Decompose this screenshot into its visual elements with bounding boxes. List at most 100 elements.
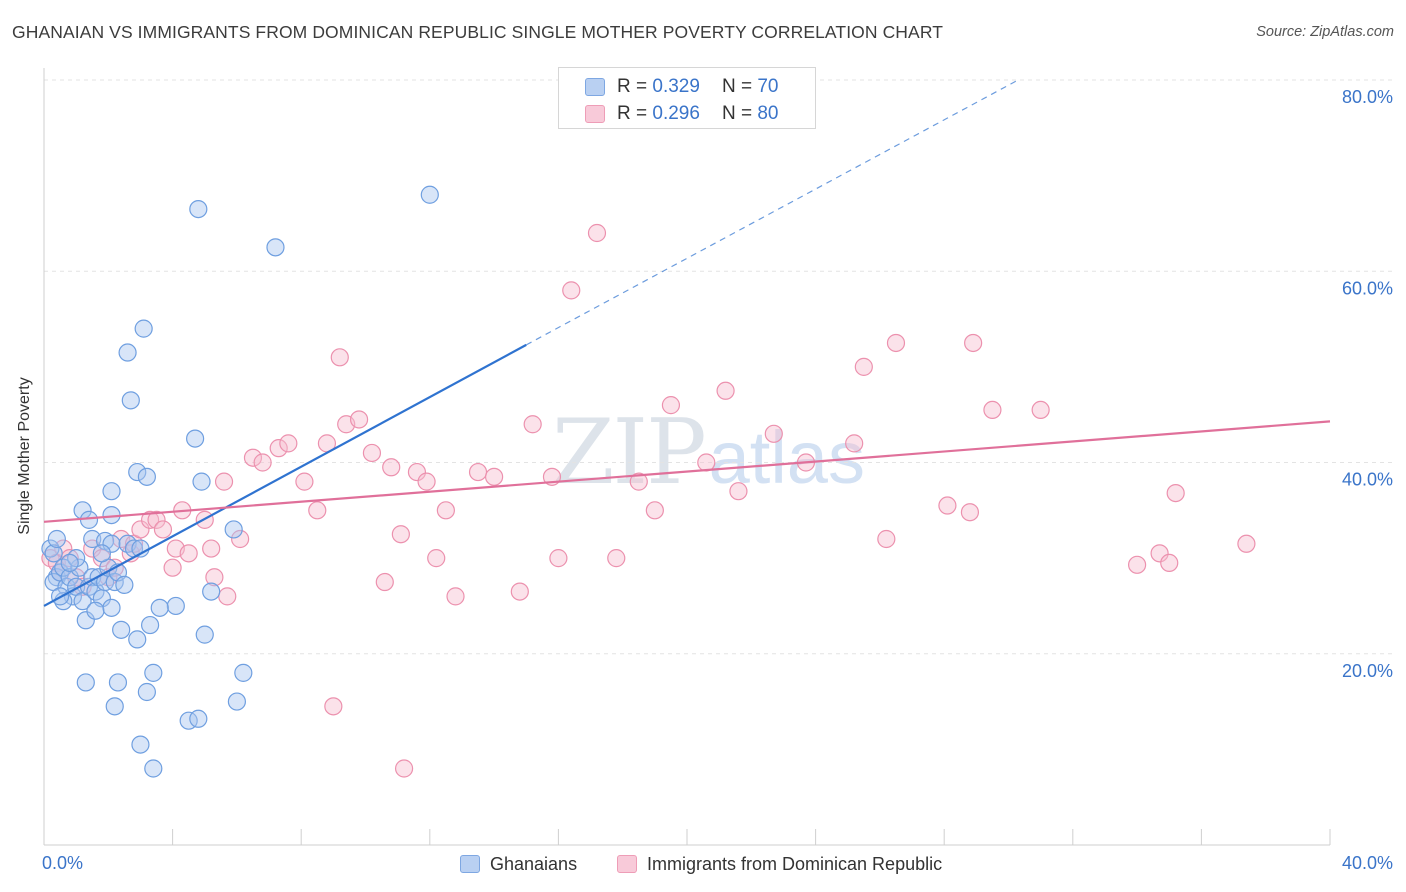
ghanaian-point: [137, 467, 156, 486]
dominican-point: [1166, 484, 1185, 503]
dominican-point: [231, 529, 250, 549]
ghanaian-point: [131, 735, 150, 754]
ghanaian-point: [70, 558, 89, 577]
x-tick-label: 0.0%: [42, 853, 83, 873]
dominican-point: [140, 510, 160, 529]
dominican-point: [485, 467, 504, 486]
legend-n-value-blue: 70: [757, 76, 779, 97]
dominican-point: [308, 501, 327, 520]
dominican-point: [645, 501, 664, 520]
series-legend-dominican[interactable]: Immigrants from Dominican Republic: [617, 852, 942, 876]
dominican-point: [764, 424, 783, 443]
ghanaian-point: [195, 625, 214, 644]
dominican-point: [391, 525, 410, 544]
ghanaian-point: [44, 544, 63, 563]
dominican-point: [394, 759, 414, 778]
chart-title: GHANAIAN VS IMMIGRANTS FROM DOMINICAN RE…: [12, 22, 944, 42]
y-tick-label: 80.0%: [1342, 87, 1393, 107]
series-swatch-pink: [617, 855, 637, 873]
dominican-point: [382, 458, 401, 477]
dominican-point: [697, 453, 716, 472]
ghanaian-trend-extension: [525, 79, 1019, 346]
ghanaian-point: [189, 709, 208, 728]
dominican-point: [468, 462, 488, 482]
ghanaian-point: [102, 534, 121, 553]
dominican-point: [983, 400, 1002, 420]
ghanaian-point: [266, 238, 285, 257]
dominican-point: [607, 549, 626, 568]
dominican-point: [1127, 555, 1147, 574]
dominican-point: [523, 415, 542, 434]
dominican-point: [205, 568, 224, 587]
ghanaian-point: [86, 601, 105, 620]
y-tick-label: 60.0%: [1342, 278, 1393, 298]
dominican-trend-line: [43, 420, 1331, 523]
dominican-point: [877, 529, 896, 549]
dominican-point: [179, 544, 198, 563]
ghanaian-point: [144, 663, 163, 682]
dominican-point: [147, 510, 166, 529]
ghanaian-point: [108, 673, 128, 692]
legend-n-value-pink: 80: [757, 103, 779, 124]
ghanaian-point: [60, 568, 79, 587]
legend-swatch-pink: [585, 105, 605, 123]
dominican-point: [279, 434, 298, 453]
dominican-point: [938, 496, 957, 515]
y-axis-title: Single Mother Poverty: [16, 377, 33, 535]
series-swatch-blue: [460, 855, 480, 873]
dominican-point: [1160, 553, 1179, 573]
dominican-point: [436, 501, 455, 520]
y-tick-label: 20.0%: [1342, 661, 1393, 681]
dominican-point: [661, 396, 681, 415]
dominican-point: [324, 697, 343, 716]
ghanaian-point: [79, 510, 99, 529]
ghanaian-point: [186, 429, 205, 448]
ghanaian-point: [112, 620, 131, 639]
x-tick-label: 40.0%: [1342, 853, 1393, 873]
dominican-point: [417, 472, 436, 491]
ghanaian-point: [128, 630, 147, 649]
dominican-point: [427, 549, 446, 568]
source-credit: Source: ZipAtlas.com: [1256, 24, 1394, 40]
legend-n-label-pink: N =: [721, 103, 753, 124]
ghanaian-point: [166, 596, 185, 616]
ghanaian-point: [224, 520, 243, 539]
dominican-point: [886, 333, 906, 353]
ghanaian-point: [60, 553, 79, 573]
ghanaian-point: [150, 598, 169, 617]
ghanaian-point: [144, 759, 163, 778]
dominican-point: [375, 572, 394, 592]
dominican-point: [202, 539, 221, 558]
legend-r-label-blue: R =: [617, 76, 648, 97]
dominican-point: [629, 472, 648, 491]
series-legend-ghanaians[interactable]: Ghanaians: [460, 852, 577, 876]
ghanaian-point: [128, 462, 147, 482]
ghanaian-point: [76, 611, 95, 630]
dominican-point: [964, 333, 983, 353]
y-tick-label: 40.0%: [1342, 470, 1393, 490]
source-label: Source:: [1256, 24, 1307, 40]
dominican-point: [716, 381, 735, 400]
ghanaian-point: [227, 692, 246, 711]
dominican-point: [1031, 400, 1050, 420]
legend-r-label-pink: R =: [617, 103, 648, 124]
dominican-point: [854, 357, 873, 376]
dominican-point: [587, 223, 607, 243]
dominican-point: [253, 453, 272, 472]
ghanaian-point: [134, 319, 153, 338]
ghanaian-point: [118, 343, 137, 362]
ghanaian-point: [76, 673, 95, 692]
ghanaian-point: [234, 663, 253, 682]
dominican-point: [407, 462, 427, 482]
ghanaian-point: [92, 544, 111, 563]
ghanaian-point: [105, 697, 124, 716]
dominican-point: [243, 448, 263, 467]
dominican-point: [214, 472, 234, 491]
legend-row-dominican: R = 0.296 N = 80: [585, 101, 779, 127]
dominican-point: [510, 582, 529, 601]
dominican-point: [295, 472, 314, 491]
series-name-dominican: Immigrants from Dominican Republic: [647, 853, 943, 874]
dominican-point: [1237, 534, 1256, 553]
dominican-point: [269, 439, 288, 458]
series-name-ghanaians: Ghanaians: [490, 853, 578, 874]
